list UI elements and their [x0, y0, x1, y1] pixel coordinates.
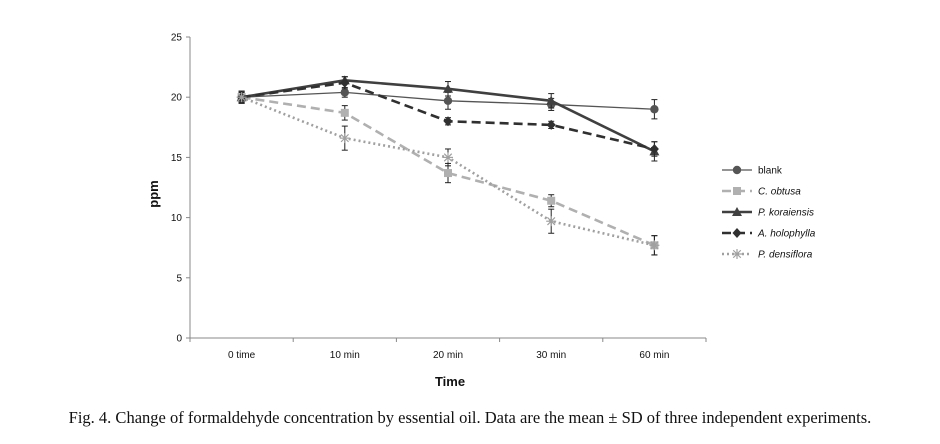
data-point [340, 88, 349, 97]
marker-stroke [650, 241, 659, 250]
data-point [649, 240, 660, 251]
line-chart: 0 5 10 15 20 25 0 time 10 min 20 min 30 min 60 min… [146, 33, 816, 390]
data-point [546, 119, 556, 130]
data-point [443, 116, 453, 127]
y-tick-label: 10 [171, 213, 183, 224]
x-tick-label: 10 min [330, 350, 360, 361]
legend-marker [732, 249, 742, 259]
y-tick-label: 20 [171, 93, 183, 104]
x-axis-title: Time [435, 374, 465, 389]
marker-stroke [443, 153, 453, 162]
legend-label: C. obtusa [758, 187, 801, 198]
legend-item: P. densiflora [722, 249, 813, 261]
marker-stroke [732, 249, 742, 259]
x-tick-label: 30 min [536, 350, 566, 361]
x-tick-label: 0 time [228, 350, 256, 361]
legend-label: blank [758, 166, 783, 177]
legend-marker [732, 228, 742, 238]
legend-item: A. holophylla [722, 228, 816, 240]
x-tick-label: 20 min [433, 350, 463, 361]
legend-marker [732, 165, 742, 175]
marker-stroke [237, 93, 246, 102]
y-tick-label: 15 [171, 153, 183, 164]
data-point [546, 216, 557, 227]
y-tick-label: 25 [171, 33, 183, 44]
legend-item: blank [722, 166, 783, 177]
data-point [236, 92, 247, 103]
data-point [650, 105, 659, 114]
y-tick-label: 0 [176, 334, 182, 345]
data-point [444, 169, 452, 178]
legend-item: P. koraiensis [722, 207, 814, 219]
y-axis-title: ppm [146, 180, 161, 207]
marker-stroke [340, 133, 349, 143]
series-line [241, 95, 655, 247]
data-point [443, 96, 453, 106]
x-tick-label: 60 min [639, 350, 669, 361]
data-point [340, 108, 349, 117]
data-point [546, 95, 557, 105]
data-point [339, 133, 350, 144]
legend-marker [732, 207, 742, 216]
data-point [547, 196, 556, 205]
chart-axes: 0 5 10 15 20 25 0 time 10 min 20 min 30 min 60 min [171, 33, 707, 361]
series-c-obtusa [237, 90, 659, 256]
chart-legend: blank C. obtusa P. koraiensis A. holophylla… [722, 166, 816, 261]
marker-stroke [547, 217, 556, 226]
data-point [340, 77, 350, 88]
y-tick-label: 5 [176, 273, 182, 284]
chart-series-layer [236, 75, 660, 256]
data-point [443, 152, 453, 163]
series-p-densiflora [236, 90, 660, 256]
legend-label: A. holophylla [757, 229, 816, 240]
legend-item: C. obtusa [722, 187, 801, 198]
legend-label: P. densiflora [758, 250, 813, 261]
legend-label: P. koraiensis [758, 208, 814, 219]
legend-marker [733, 187, 741, 195]
figure-caption: Fig. 4. Change of formaldehyde concentra… [68, 408, 872, 427]
data-point [443, 83, 453, 93]
data-point [649, 143, 659, 154]
